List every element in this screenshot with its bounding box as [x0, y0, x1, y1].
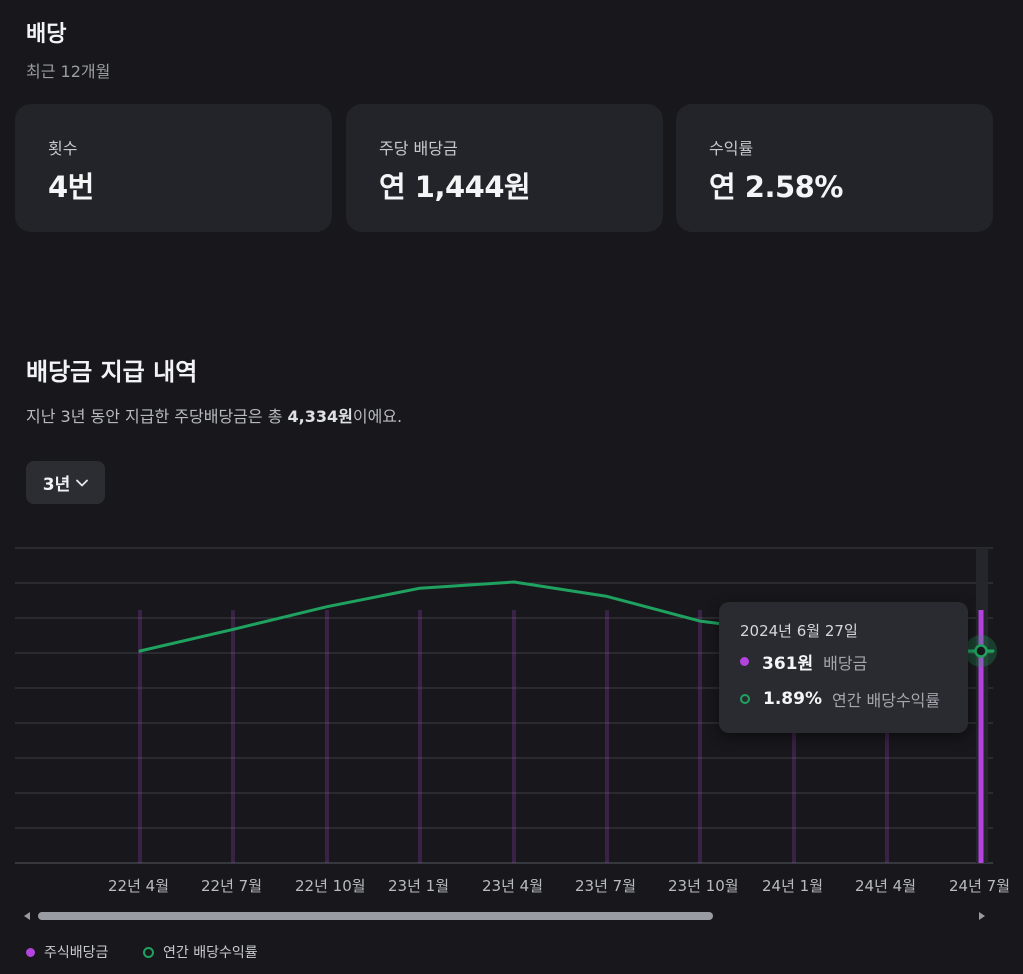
card-yield-value: 연 2.58%	[709, 170, 843, 204]
yield-ring-icon	[740, 694, 750, 704]
history-desc-total: 4,334원	[287, 407, 353, 426]
dividend-bar[interactable]	[698, 610, 702, 863]
x-tick-label: 23년 4월	[482, 877, 543, 895]
scroll-left-icon[interactable]	[24, 912, 30, 920]
history-desc-suffix: 이에요.	[352, 407, 403, 426]
tooltip-dividend-row: 361원 배당금	[740, 649, 867, 674]
dividend-chart[interactable]: 22년 4월 22년 7월 22년 10월 23년 1월 23년 4월 23년 7월 23년…	[0, 540, 1023, 940]
dividend-bar[interactable]	[138, 610, 142, 863]
dividend-bar[interactable]	[418, 610, 422, 863]
card-dividend-label: 주당 배당금	[379, 139, 458, 158]
chart-scrollbar[interactable]	[22, 910, 990, 922]
dividend-bars	[138, 610, 984, 863]
chart-tooltip: 2024년 6월 27일 361원 배당금 1.89% 연간 배당수익률	[719, 602, 968, 733]
legend-dividend-label: 주식배당금	[44, 945, 109, 961]
history-title: 배당금 지급 내역	[26, 358, 198, 386]
legend-yield-label: 연간 배당수익률	[163, 945, 258, 961]
dividend-bar[interactable]	[231, 610, 235, 863]
x-tick-label: 24년 1월	[762, 877, 823, 895]
tooltip-date: 2024년 6월 27일	[740, 622, 858, 640]
legend-yield-swatch-icon	[143, 946, 154, 958]
dividend-bar[interactable]	[605, 610, 609, 863]
tooltip-yield-row: 1.89% 연간 배당수익률	[740, 687, 940, 711]
scroll-right-icon[interactable]	[979, 912, 985, 920]
card-yield: 수익률 연 2.58%	[676, 104, 993, 232]
x-tick-label: 22년 4월	[108, 877, 169, 895]
tooltip-dividend-label: 배당금	[823, 653, 868, 673]
x-tick-label: 22년 10월	[295, 877, 366, 895]
dividend-dot-icon	[740, 657, 749, 666]
summary-subtitle: 최근 12개월	[26, 62, 111, 81]
period-select-value: 3년	[42, 475, 71, 495]
tooltip-dividend-value: 361원	[762, 654, 814, 674]
card-yield-label: 수익률	[709, 139, 754, 158]
card-count: 횟수 4번	[15, 104, 332, 232]
legend-dividend[interactable]: 주식배당금	[26, 942, 108, 962]
card-dividend-per-share: 주당 배당금 연 1,444원	[346, 104, 663, 232]
card-dividend-value: 연 1,444원	[379, 170, 531, 204]
chevron-down-icon	[76, 479, 89, 486]
card-count-label: 횟수	[48, 139, 78, 158]
tooltip-yield-label: 연간 배당수익률	[831, 691, 941, 710]
x-tick-label: 23년 7월	[575, 877, 636, 895]
x-tick-label: 24년 7월	[949, 877, 1010, 895]
dividend-bar[interactable]	[512, 610, 516, 863]
dividend-bar[interactable]	[978, 610, 984, 863]
summary-title: 배당	[26, 22, 67, 47]
legend-dividend-swatch-icon	[26, 947, 35, 957]
dividend-bar[interactable]	[792, 610, 796, 863]
dividend-bar[interactable]	[885, 610, 889, 863]
dividend-bar[interactable]	[325, 610, 329, 863]
history-desc-prefix: 지난 3년 동안 지급한 주당배당금은 총	[26, 407, 288, 426]
x-tick-label: 22년 7월	[201, 877, 262, 895]
x-tick-label: 24년 4월	[855, 877, 916, 895]
legend-yield[interactable]: 연간 배당수익률	[143, 942, 258, 962]
scrollbar-thumb[interactable]	[38, 912, 713, 920]
history-description: 지난 3년 동안 지급한 주당배당금은 총 4,334원이에요.	[26, 403, 402, 427]
chart-grid	[15, 547, 993, 864]
x-axis-ticks: 22년 4월 22년 7월 22년 10월 23년 1월 23년 4월 23년 7월 23년…	[108, 877, 1010, 895]
yield-hover-point	[974, 644, 988, 658]
card-count-value: 4번	[48, 170, 94, 204]
period-select[interactable]: 3년	[26, 461, 105, 504]
x-tick-label: 23년 10월	[668, 877, 739, 895]
tooltip-yield-value: 1.89%	[763, 689, 822, 709]
x-tick-label: 23년 1월	[388, 877, 449, 895]
